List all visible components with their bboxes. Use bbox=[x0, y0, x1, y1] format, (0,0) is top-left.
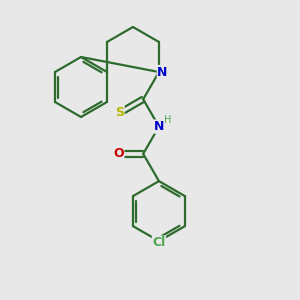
Text: O: O bbox=[113, 147, 124, 160]
Text: N: N bbox=[158, 65, 168, 79]
Text: H: H bbox=[164, 115, 171, 125]
Text: S: S bbox=[115, 106, 124, 118]
Text: N: N bbox=[154, 120, 164, 133]
Text: Cl: Cl bbox=[152, 236, 166, 249]
